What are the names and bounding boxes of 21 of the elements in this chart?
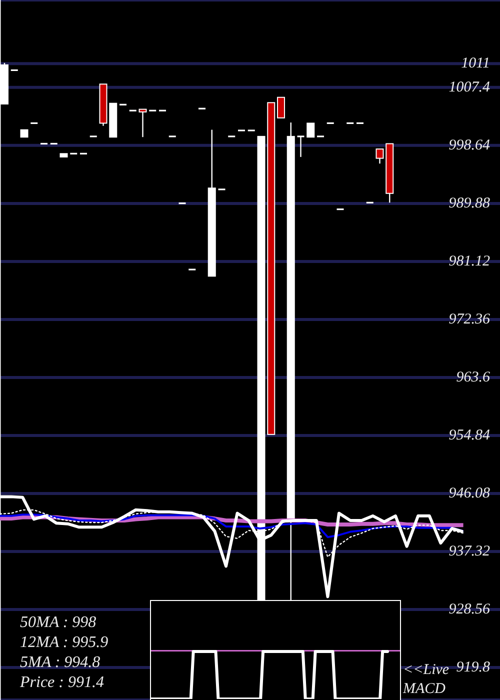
y-tick-label: 919.8: [456, 660, 490, 676]
y-tick-label: 963.6: [456, 369, 490, 386]
candlestick: [138, 108, 147, 138]
annotation: <<Live MACD: [403, 661, 450, 699]
y-tick-label: 937.32: [448, 544, 490, 560]
y-tick-label: 981.12: [448, 253, 490, 270]
y-tick-label: 928.56: [448, 602, 490, 618]
y-tick-label: 1007.4: [448, 79, 490, 96]
annotation: Price : 991.4: [20, 673, 105, 693]
y-tick-label: 998.64: [448, 137, 490, 154]
annotation: 5MA : 994.8: [20, 653, 102, 673]
y-tick-label: 946.08: [448, 486, 490, 502]
candlestick: [296, 136, 306, 158]
annotation: 12MA : 995.9: [20, 633, 110, 653]
y-tick-label: 954.84: [448, 427, 490, 444]
candlestick: [306, 122, 315, 138]
annotation: 50MA : 998: [20, 613, 98, 633]
candlestick: [277, 96, 285, 118]
y-tick-label: 989.88: [448, 195, 490, 212]
y-tick-label: 1011: [461, 56, 490, 72]
y-tick-label: 972.36: [448, 311, 490, 328]
